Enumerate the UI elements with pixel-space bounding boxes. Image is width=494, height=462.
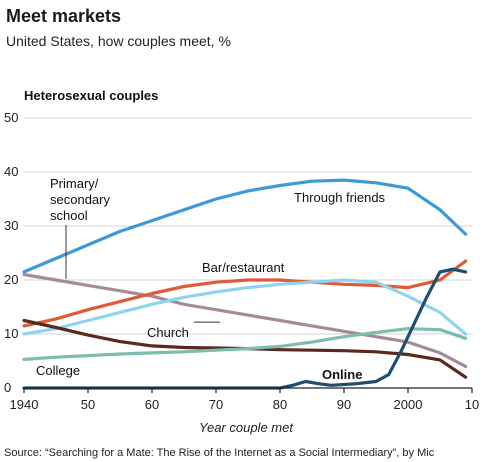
x-tick-label: 60: [145, 397, 159, 412]
x-tick-labels: 1940 50 60 70 80 90 2000 10: [10, 397, 480, 412]
series-line-college: [22, 327, 468, 361]
x-tick-label: 90: [337, 397, 351, 412]
series-lines: [22, 178, 468, 390]
gridlines: [24, 117, 472, 335]
x-tick-label: 50: [81, 397, 95, 412]
series-line-through-friends: [22, 178, 468, 274]
series-label-church: Church: [147, 325, 189, 340]
series-labels: Through friends Bar/restaurant Church Colle…: [36, 176, 386, 382]
x-axis-label: Year couple met: [199, 420, 294, 435]
y-tick-label: 10: [4, 326, 18, 341]
series-line-primary-secondary-school: [22, 273, 468, 368]
y-tick-label: 0: [4, 380, 11, 395]
panel-title: Heterosexual couples: [24, 88, 158, 103]
chart-title: Meet markets: [6, 6, 121, 26]
y-tick-labels: 0 10 20 30 40 50: [4, 110, 18, 395]
x-tick-label: 10: [465, 397, 479, 412]
x-tick-label: 2000: [394, 397, 423, 412]
y-tick-label: 50: [4, 110, 18, 125]
x-tick-label: 70: [209, 397, 223, 412]
series-line-series-3: [22, 278, 468, 336]
series-label-college: College: [36, 363, 80, 378]
x-tick-label: 80: [273, 397, 287, 412]
series-label-bar-restaurant: Bar/restaurant: [202, 260, 285, 275]
series-label-online: Online: [322, 367, 362, 382]
series-line-online: [22, 267, 468, 390]
y-tick-label: 30: [4, 218, 18, 233]
y-tick-label: 20: [4, 272, 18, 287]
source-note: Source: “Searching for a Mate: The Rise …: [4, 447, 435, 459]
y-tick-label: 40: [4, 164, 18, 179]
x-axis: [23, 387, 473, 393]
series-line-bar-restaurant: [22, 259, 468, 328]
chart-subtitle: United States, how couples meet, %: [6, 33, 231, 49]
series-label-through-friends: Through friends: [294, 190, 386, 205]
series-label-primary-secondary-school: Primary/secondary school: [50, 176, 110, 223]
x-tick-label: 1940: [10, 397, 39, 412]
